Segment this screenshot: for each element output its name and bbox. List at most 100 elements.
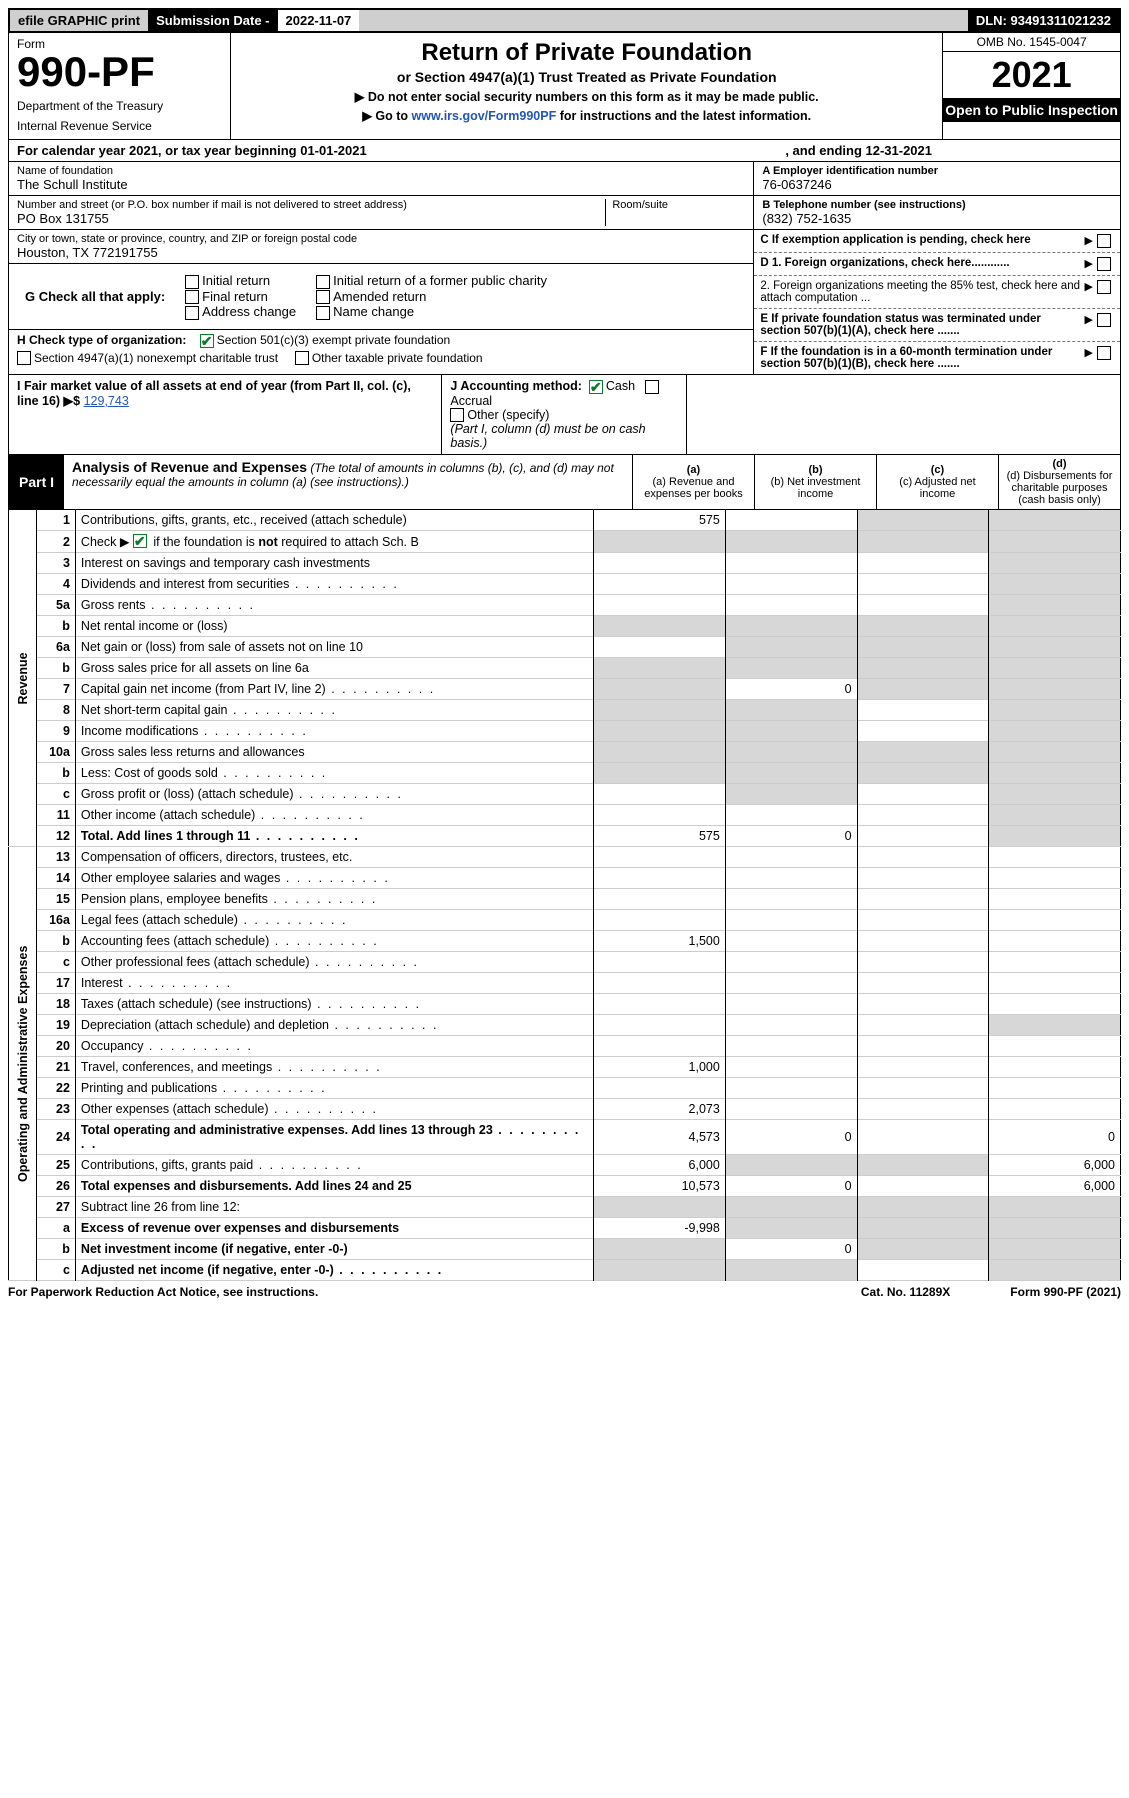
line-number: 24 (37, 1120, 76, 1155)
line-number: 4 (37, 574, 76, 595)
line-number: a (37, 1218, 76, 1239)
initial-former-public-checkbox[interactable] (316, 275, 330, 289)
line-description: Pension plans, employee benefits (75, 889, 593, 910)
line-number: b (37, 616, 76, 637)
final-return-checkbox[interactable] (185, 290, 199, 304)
line-description: Taxes (attach schedule) (see instruction… (75, 994, 593, 1015)
accrual-checkbox[interactable] (645, 380, 659, 394)
form-title: Return of Private Foundation (241, 39, 932, 67)
line-description: Dividends and interest from securities (75, 574, 593, 595)
table-row: 18Taxes (attach schedule) (see instructi… (9, 994, 1121, 1015)
line-description: Other employee salaries and wages (75, 868, 593, 889)
col-d-header: (d)(d) Disbursements for charitable purp… (998, 455, 1120, 509)
other-method-checkbox[interactable] (450, 408, 464, 422)
initial-return-checkbox[interactable] (185, 275, 199, 289)
line-number: c (37, 952, 76, 973)
g-label: G Check all that apply: (25, 289, 165, 304)
col-c-header: (c)(c) Adjusted net income (876, 455, 998, 509)
table-row: 17Interest (9, 973, 1121, 994)
table-row: aExcess of revenue over expenses and dis… (9, 1218, 1121, 1239)
table-row: 2Check ▶ if the foundation is not requir… (9, 531, 1121, 553)
table-row: 7Capital gain net income (from Part IV, … (9, 679, 1121, 700)
revenue-section-label: Revenue (9, 510, 37, 847)
tax-year: 2021 (943, 52, 1120, 98)
table-row: cOther professional fees (attach schedul… (9, 952, 1121, 973)
table-row: Operating and Administrative Expenses13C… (9, 847, 1121, 868)
table-row: 5aGross rents (9, 595, 1121, 616)
table-row: bNet investment income (if negative, ent… (9, 1239, 1121, 1260)
line-description: Compensation of officers, directors, tru… (75, 847, 593, 868)
c-pending-checkbox[interactable] (1097, 234, 1111, 248)
line-number: 27 (37, 1197, 76, 1218)
name-change-checkbox[interactable] (316, 306, 330, 320)
other-taxable-checkbox[interactable] (295, 351, 309, 365)
room-suite-cell: Room/suite (605, 199, 745, 226)
f-dup-placeholder (687, 375, 1120, 454)
line-number: 11 (37, 805, 76, 826)
form-title-block: Return of Private Foundation or Section … (231, 33, 942, 139)
col-b-header: (b)(b) Net investment income (754, 455, 876, 509)
line-description: Total. Add lines 1 through 11 (75, 826, 593, 847)
table-row: bNet rental income or (loss) (9, 616, 1121, 637)
table-row: 9Income modifications (9, 721, 1121, 742)
d1-checkbox[interactable] (1097, 257, 1111, 271)
line-description: Check ▶ if the foundation is not require… (75, 531, 593, 553)
table-row: 12Total. Add lines 1 through 115750 (9, 826, 1121, 847)
table-row: bLess: Cost of goods sold (9, 763, 1121, 784)
f-60-month: F If the foundation is in a 60-month ter… (754, 342, 1120, 374)
irs-link[interactable]: www.irs.gov/Form990PF (412, 109, 557, 123)
c-exemption-pending: C If exemption application is pending, c… (754, 230, 1120, 253)
form-number: 990-PF (17, 51, 222, 93)
j-accounting-block: J Accounting method: Cash Accrual Other … (442, 375, 686, 454)
ein-cell: A Employer identification number 76-0637… (754, 162, 1120, 196)
line-number: 19 (37, 1015, 76, 1036)
part-i-title: Analysis of Revenue and Expenses (The to… (64, 455, 632, 509)
4947a1-checkbox[interactable] (17, 351, 31, 365)
table-row: cGross profit or (loss) (attach schedule… (9, 784, 1121, 805)
line-description: Depreciation (attach schedule) and deple… (75, 1015, 593, 1036)
line-description: Excess of revenue over expenses and disb… (75, 1218, 593, 1239)
e-checkbox[interactable] (1097, 313, 1111, 327)
cash-checkbox[interactable] (589, 380, 603, 394)
f-checkbox[interactable] (1097, 346, 1111, 360)
table-row: 8Net short-term capital gain (9, 700, 1121, 721)
part-i-tag: Part I (9, 455, 64, 509)
table-row: 19Depreciation (attach schedule) and dep… (9, 1015, 1121, 1036)
calendar-begin: For calendar year 2021, or tax year begi… (17, 143, 367, 158)
line-description: Less: Cost of goods sold (75, 763, 593, 784)
line-number: 18 (37, 994, 76, 1015)
line-description: Capital gain net income (from Part IV, l… (75, 679, 593, 700)
line-number: 21 (37, 1057, 76, 1078)
form-header: Form 990-PF Department of the Treasury I… (8, 33, 1121, 140)
irs-label: Internal Revenue Service (17, 119, 222, 133)
form-instruction-2: ▶ Go to www.irs.gov/Form990PF for instru… (241, 108, 932, 123)
table-row: 15Pension plans, employee benefits (9, 889, 1121, 910)
line-number: 9 (37, 721, 76, 742)
table-row: 14Other employee salaries and wages (9, 868, 1121, 889)
sch-b-not-required-checkbox[interactable] (133, 534, 147, 548)
table-row: 10aGross sales less returns and allowanc… (9, 742, 1121, 763)
table-row: 6aNet gain or (loss) from sale of assets… (9, 637, 1121, 658)
paperwork-notice: For Paperwork Reduction Act Notice, see … (8, 1285, 318, 1299)
address-change-checkbox[interactable] (185, 306, 199, 320)
part-i-table: Revenue1Contributions, gifts, grants, et… (8, 510, 1121, 1281)
line-description: Other expenses (attach schedule) (75, 1099, 593, 1120)
arrow-icon (1085, 346, 1093, 359)
form-subtitle: or Section 4947(a)(1) Trust Treated as P… (241, 69, 932, 85)
line-description: Gross sales less returns and allowances (75, 742, 593, 763)
i-fmv-block: I Fair market value of all assets at end… (9, 375, 442, 454)
fmv-value: 129,743 (84, 394, 129, 408)
amended-return-checkbox[interactable] (316, 290, 330, 304)
d2-checkbox[interactable] (1097, 280, 1111, 294)
cat-number: Cat. No. 11289X (861, 1285, 950, 1299)
line-number: 20 (37, 1036, 76, 1057)
calendar-end: , and ending 12-31-2021 (785, 143, 932, 158)
501c3-checkbox[interactable] (200, 334, 214, 348)
page-footer: For Paperwork Reduction Act Notice, see … (8, 1281, 1121, 1299)
foundation-name-cell: Name of foundation The Schull Institute (9, 162, 753, 196)
part-i-header: Part I Analysis of Revenue and Expenses … (8, 455, 1121, 510)
open-to-public: Open to Public Inspection (943, 98, 1120, 122)
line-number: b (37, 658, 76, 679)
line-number: b (37, 931, 76, 952)
line-number: 1 (37, 510, 76, 531)
